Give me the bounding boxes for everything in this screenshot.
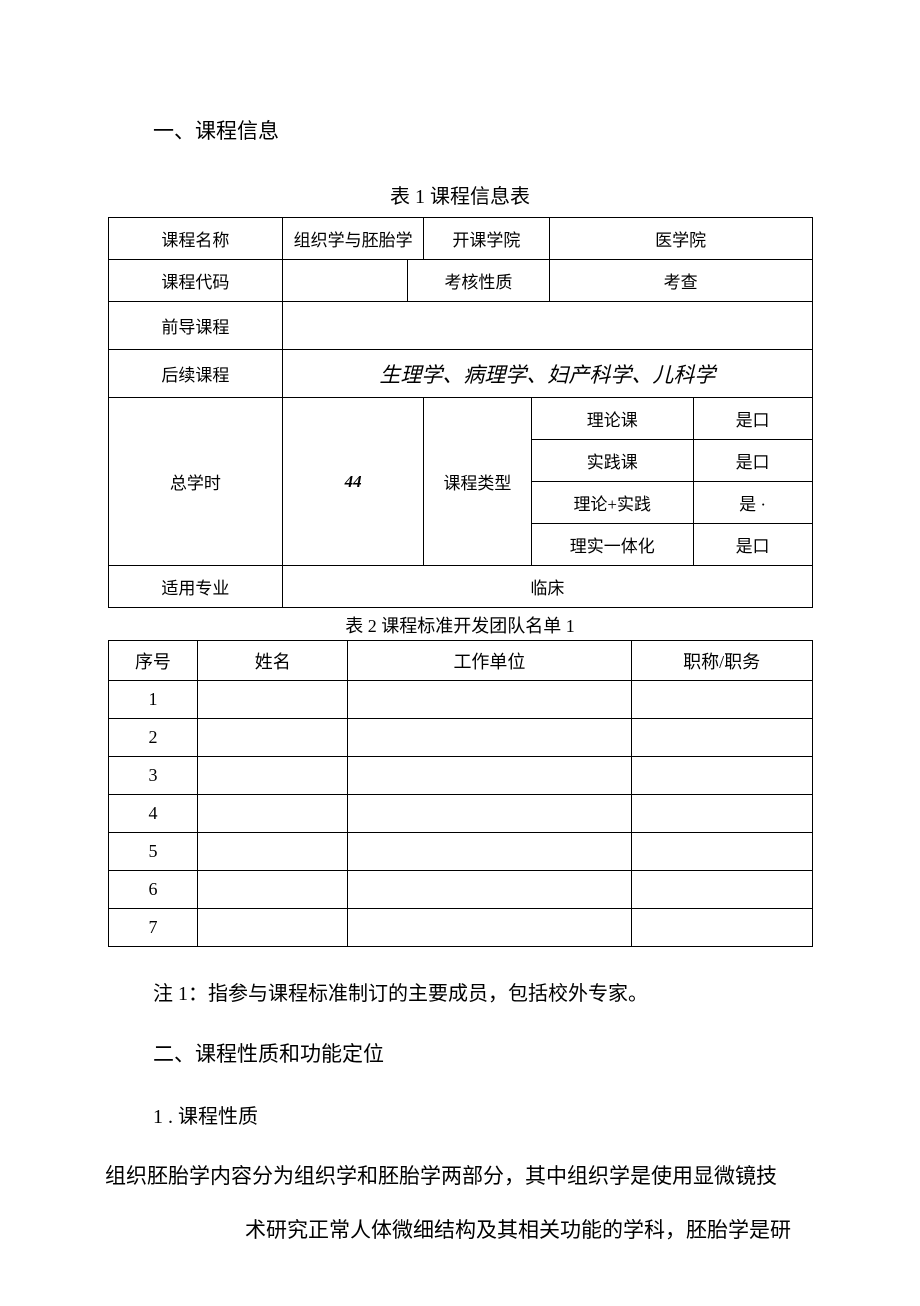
row-no: 7: [108, 909, 198, 947]
table-row: 3: [108, 757, 812, 795]
row-name: [198, 719, 348, 757]
row-name: [198, 871, 348, 909]
value-assessment: 考查: [549, 260, 812, 302]
label-total-hours: 总学时: [108, 398, 283, 566]
value-prereq: [283, 302, 812, 350]
label-assessment: 考核性质: [408, 260, 550, 302]
row-org: [348, 795, 632, 833]
table-row: 2: [108, 719, 812, 757]
table1-caption: 表 1 课程信息表: [105, 180, 815, 209]
row-name: [198, 757, 348, 795]
row-no: 1: [108, 681, 198, 719]
label-course-type: 课程类型: [424, 398, 532, 566]
row-no: 3: [108, 757, 198, 795]
value-type-both: 是 ·: [693, 482, 812, 524]
label-type-theory: 理论课: [531, 398, 693, 440]
row-name: [198, 909, 348, 947]
row-org: [348, 719, 632, 757]
row-no: 2: [108, 719, 198, 757]
table2-caption: 表 2 课程标准开发团队名单 1: [105, 612, 815, 638]
value-offering-school: 医学院: [549, 218, 812, 260]
row-org: [348, 871, 632, 909]
table-row: 5: [108, 833, 812, 871]
row-title: [631, 681, 812, 719]
value-course-code: [283, 260, 408, 302]
row-no: 5: [108, 833, 198, 871]
row-title: [631, 871, 812, 909]
value-type-practice: 是口: [693, 440, 812, 482]
table-row: 4: [108, 795, 812, 833]
page: 一、课程信息 表 1 课程信息表 课程名称 组织学与胚胎学 开课学院 医学院 课…: [0, 0, 920, 1306]
col-name: 姓名: [198, 641, 348, 681]
row-name: [198, 833, 348, 871]
value-followup: 生理学、病理学、妇产科学、儿科学: [283, 350, 812, 398]
section-2-title: 二、课程性质和功能定位: [153, 1038, 815, 1068]
row-title: [631, 909, 812, 947]
row-org: [348, 909, 632, 947]
row-no: 4: [108, 795, 198, 833]
section-1-title: 一、课程信息: [153, 115, 815, 145]
table-row: 7: [108, 909, 812, 947]
row-title: [631, 719, 812, 757]
col-title: 职称/职务: [631, 641, 812, 681]
col-no: 序号: [108, 641, 198, 681]
paragraph-1: 组织胚胎学内容分为组织学和胚胎学两部分，其中组织学是使用显微镜技: [105, 1161, 815, 1193]
row-title: [631, 757, 812, 795]
label-followup: 后续课程: [108, 350, 283, 398]
row-title: [631, 795, 812, 833]
row-org: [348, 757, 632, 795]
value-type-integrated: 是口: [693, 524, 812, 566]
value-course-name: 组织学与胚胎学: [283, 218, 424, 260]
label-course-name: 课程名称: [108, 218, 283, 260]
value-major: 临床: [283, 566, 812, 608]
label-offering-school: 开课学院: [424, 218, 550, 260]
value-type-theory: 是口: [693, 398, 812, 440]
label-type-both: 理论+实践: [531, 482, 693, 524]
row-org: [348, 833, 632, 871]
subheading-1: 1 . 课程性质: [153, 1100, 815, 1129]
row-name: [198, 795, 348, 833]
paragraph-2: 术研究正常人体微细结构及其相关功能的学科，胚胎学是研: [105, 1215, 815, 1247]
team-table: 序号 姓名 工作单位 职称/职务 1 2 3 4 5 6 7: [108, 640, 813, 947]
row-name: [198, 681, 348, 719]
note-1: 注 1：指参与课程标准制订的主要成员，包括校外专家。: [153, 977, 815, 1006]
table-row: 1: [108, 681, 812, 719]
label-type-integrated: 理实一体化: [531, 524, 693, 566]
row-title: [631, 833, 812, 871]
label-major: 适用专业: [108, 566, 283, 608]
row-no: 6: [108, 871, 198, 909]
label-prereq: 前导课程: [108, 302, 283, 350]
course-info-table: 课程名称 组织学与胚胎学 开课学院 医学院 课程代码 考核性质 考查 前导课程 …: [108, 217, 813, 608]
value-total-hours: 44: [283, 398, 424, 566]
label-course-code: 课程代码: [108, 260, 283, 302]
row-org: [348, 681, 632, 719]
col-org: 工作单位: [348, 641, 632, 681]
table-row: 6: [108, 871, 812, 909]
label-type-practice: 实践课: [531, 440, 693, 482]
